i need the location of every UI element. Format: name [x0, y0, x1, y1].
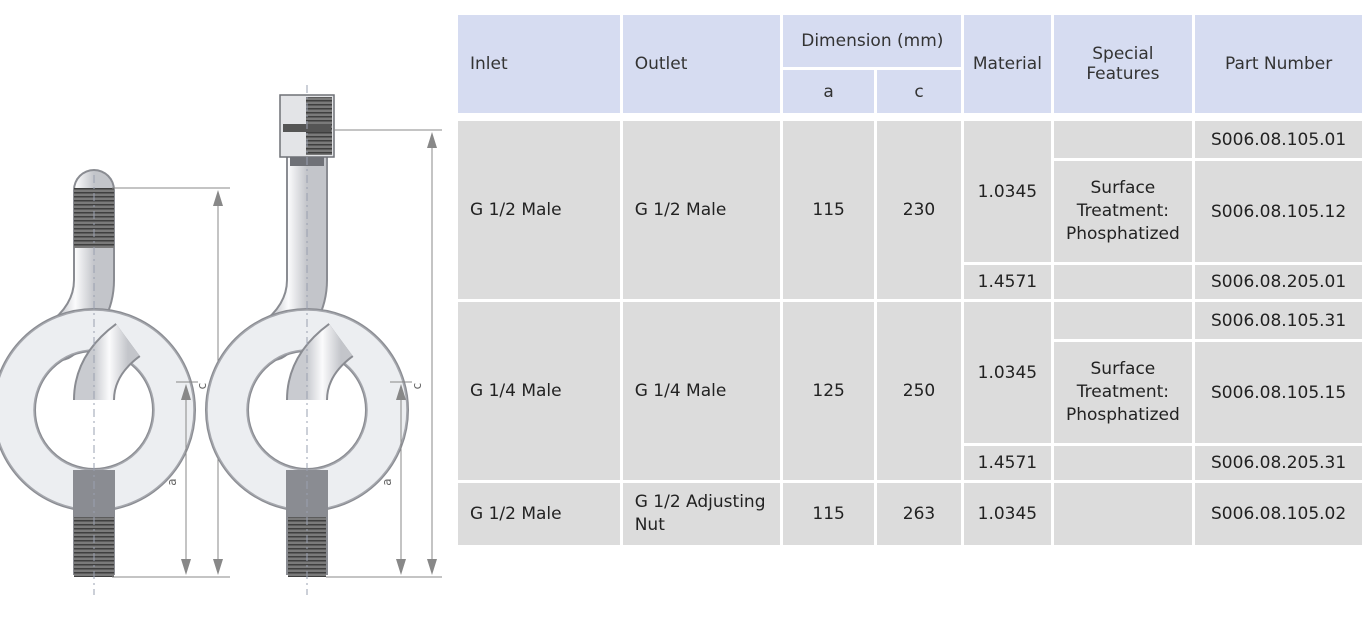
- feature-cell: [1053, 446, 1193, 480]
- dimension-a-label: a: [380, 478, 394, 485]
- dim-a-cell: 115: [783, 121, 874, 299]
- dimension-a-label: a: [165, 478, 179, 485]
- header-outlet: Outlet: [622, 15, 781, 113]
- part-number-cell: S006.08.105.02: [1195, 483, 1362, 545]
- header-material: Material: [964, 15, 1051, 113]
- table-row: 1.4571 S006.08.205.01: [458, 265, 1362, 299]
- dim-a-cell: 115: [783, 483, 874, 545]
- inlet-cell: G 1/2 Male: [458, 483, 620, 545]
- header-dim-c: c: [876, 70, 962, 113]
- siphon-adjusting-nut-connection: c a: [205, 85, 442, 595]
- table-row: G 1/4 Male G 1/4 Male 125 250 1.0345 S00…: [458, 302, 1362, 480]
- dimension-c-label: c: [195, 383, 209, 390]
- outlet-cell: G 1/2 Male: [622, 121, 781, 299]
- part-number-cell: S006.08.105.12: [1195, 161, 1362, 262]
- feature-cell: Surface Treatment: Phosphatized: [1053, 342, 1193, 443]
- header-dimension: Dimension (mm): [783, 15, 962, 67]
- dim-a-cell: 125: [783, 302, 874, 480]
- material-cell: 1.0345: [964, 302, 1051, 443]
- inlet-cell: G 1/2 Male: [458, 121, 620, 299]
- feature-cell: [1053, 302, 1193, 339]
- dim-c-cell: 230: [876, 121, 962, 299]
- table-row: Surface Treatment: Phosphatized S006.08.…: [458, 161, 1362, 262]
- siphon-drawing: c a: [0, 0, 450, 622]
- inlet-cell: G 1/4 Male: [458, 302, 620, 480]
- feature-cell: [1053, 121, 1193, 158]
- table-row: G 1/2 Male G 1/2 Adjusting Nut 115 263 1…: [458, 483, 1362, 545]
- table-row: 1.4571 S006.08.205.31: [458, 446, 1362, 480]
- part-number-cell: S006.08.205.31: [1195, 446, 1362, 480]
- dimension-c-label: c: [410, 383, 424, 390]
- header-special-features: Special Features: [1053, 15, 1193, 113]
- feature-cell: Surface Treatment: Phosphatized: [1053, 161, 1193, 262]
- part-number-cell: S006.08.105.01: [1195, 121, 1362, 158]
- header-part-number: Part Number: [1195, 15, 1362, 113]
- feature-cell: [1053, 265, 1193, 299]
- siphon-technical-drawing: c a: [0, 85, 442, 595]
- siphon-straight-connection: c a: [0, 169, 230, 595]
- siphon-spec-table: Inlet Outlet Dimension (mm) Material Spe…: [455, 12, 1365, 548]
- dim-c-cell: 250: [876, 302, 962, 480]
- dim-c-cell: 263: [876, 483, 962, 545]
- part-number-cell: S006.08.205.01: [1195, 265, 1362, 299]
- outlet-cell: G 1/4 Male: [622, 302, 781, 480]
- material-cell: 1.4571: [964, 446, 1051, 480]
- header-dim-a: a: [783, 70, 874, 113]
- part-number-cell: S006.08.105.31: [1195, 302, 1362, 339]
- table-row: Surface Treatment: Phosphatized S006.08.…: [458, 342, 1362, 443]
- material-cell: 1.0345: [964, 121, 1051, 262]
- outlet-cell: G 1/2 Adjusting Nut: [622, 483, 781, 545]
- feature-cell: [1053, 483, 1193, 545]
- part-number-cell: S006.08.105.15: [1195, 342, 1362, 443]
- material-cell: 1.4571: [964, 265, 1051, 299]
- table-row: G 1/2 Male G 1/2 Male 115 230 1.0345 S00…: [458, 121, 1362, 299]
- header-inlet: Inlet: [458, 15, 620, 113]
- material-cell: 1.0345: [964, 483, 1051, 545]
